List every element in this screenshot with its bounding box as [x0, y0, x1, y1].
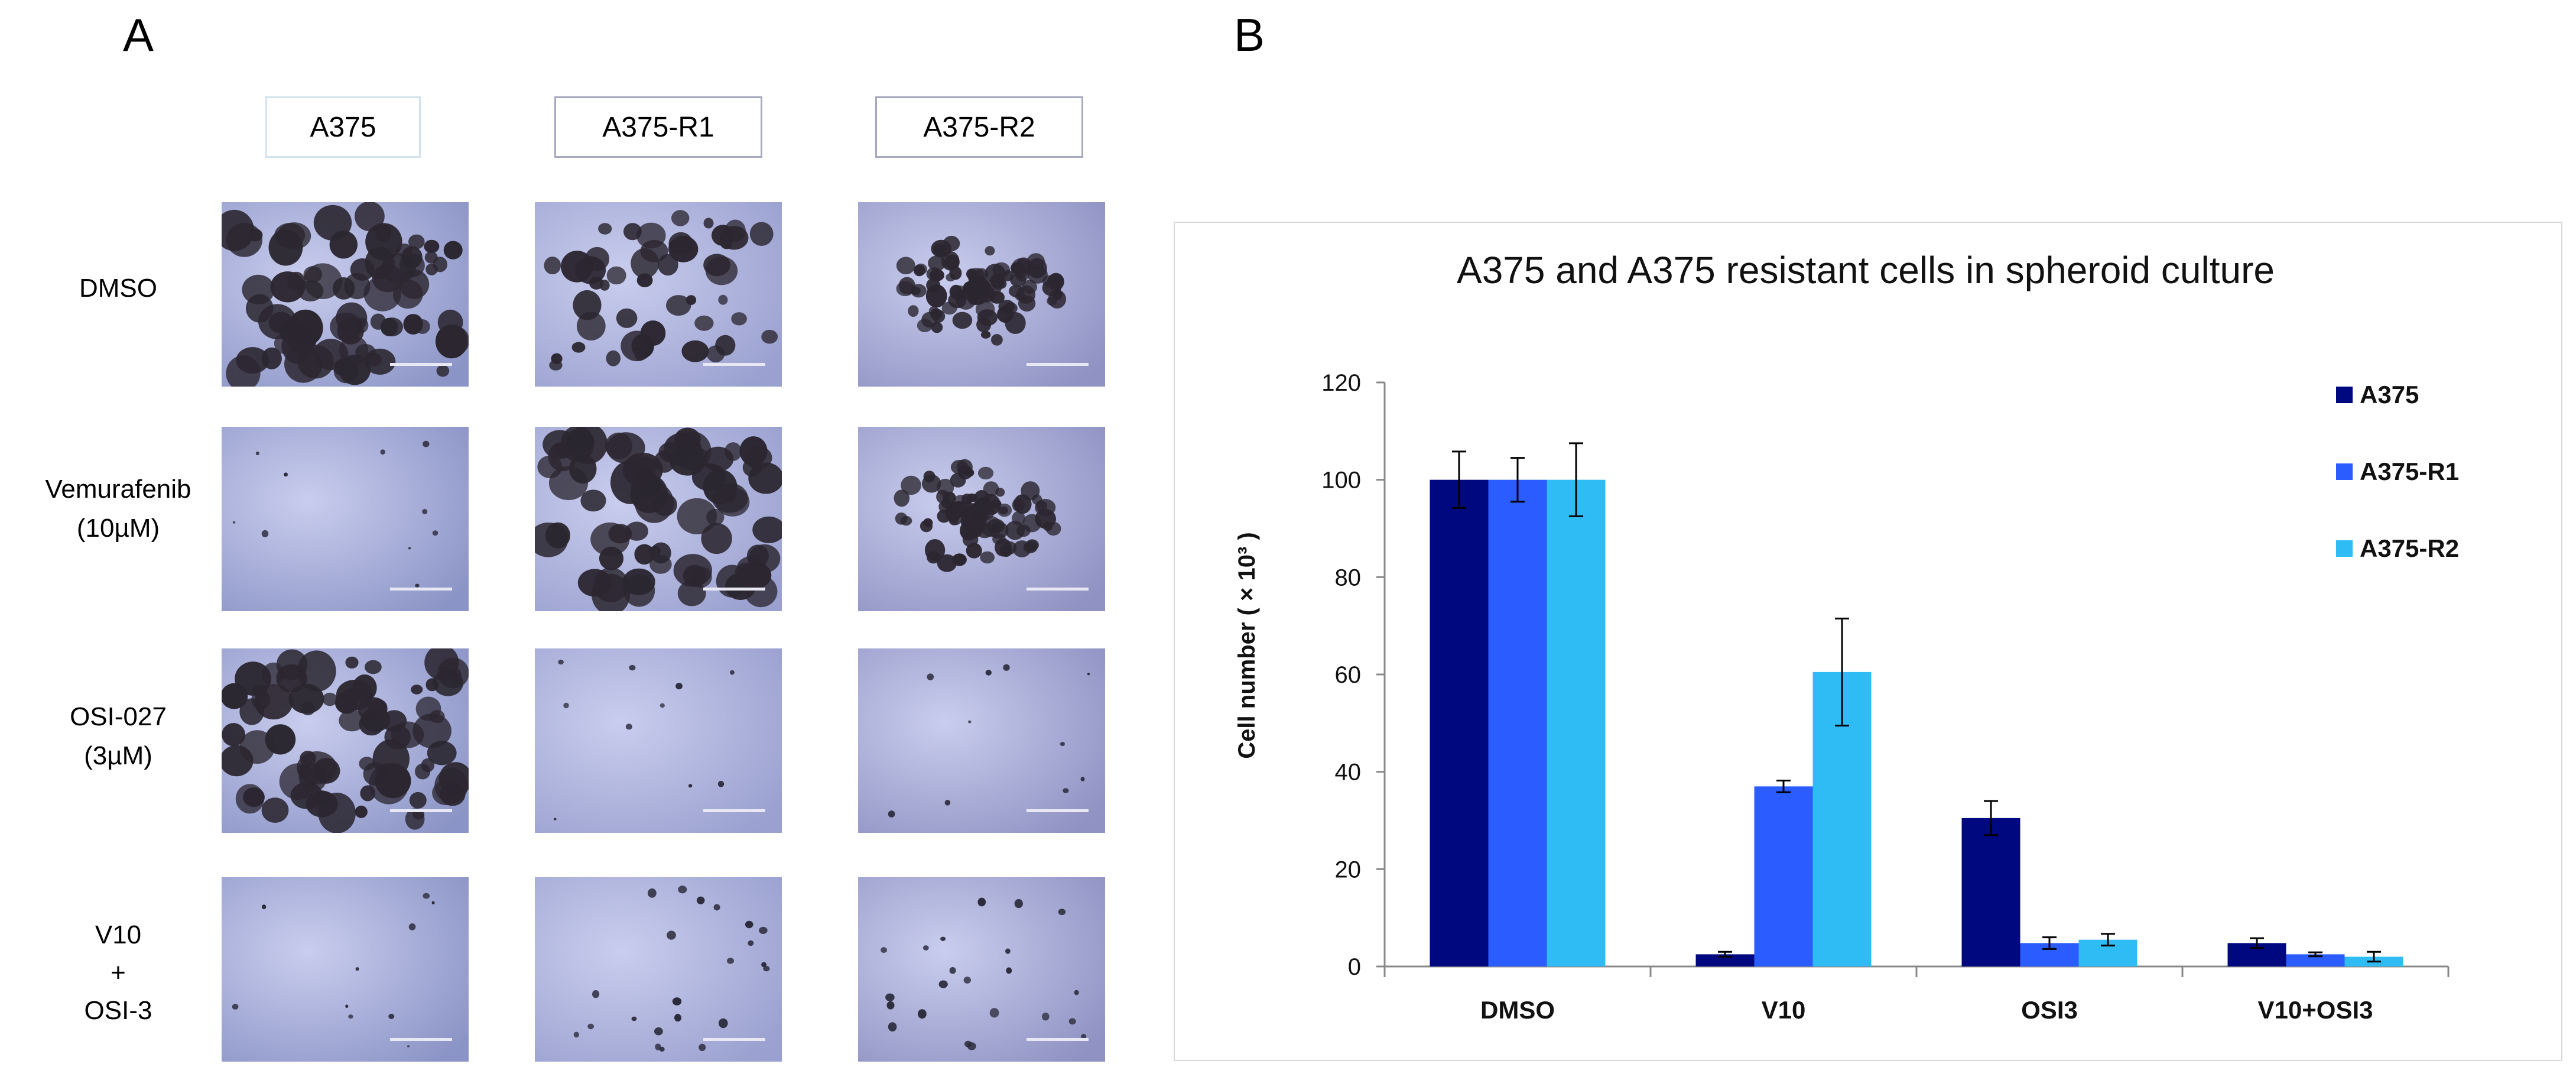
panel-b-letter: B: [1234, 9, 1265, 61]
x-tick-label: V10: [1762, 996, 1806, 1024]
x-tick-label: DMSO: [1480, 996, 1555, 1024]
row-label-v10-osi3: V10 + OSI-3: [0, 916, 236, 1030]
micrograph-image: [535, 202, 782, 387]
legend-swatch: [2336, 463, 2353, 480]
panel-a-letter: A: [123, 9, 154, 61]
legend-label: A375: [2360, 381, 2419, 408]
row-label-dmso: DMSO: [0, 269, 236, 308]
chart-title: A375 and A375 resistant cells in spheroi…: [1457, 249, 2275, 291]
legend-label: A375-R1: [2360, 458, 2459, 485]
row-label-vemurafenib: Vemurafenib (10µM): [0, 470, 236, 548]
y-tick-label: 80: [1335, 565, 1362, 591]
column-label-a375-r2: A375-R2: [875, 96, 1083, 158]
bar: [1547, 479, 1606, 966]
micrograph-image: [222, 877, 469, 1062]
legend-swatch: [2336, 540, 2353, 557]
y-tick-label: 0: [1348, 954, 1361, 980]
micrograph-image: [222, 648, 469, 833]
row-label-line: OSI-3: [84, 996, 152, 1025]
micrograph-image: [535, 427, 782, 611]
y-tick-label: 120: [1321, 370, 1361, 396]
chart-frame: A375 and A375 resistant cells in spheroi…: [1174, 222, 2562, 1061]
column-label-a375: A375: [265, 96, 421, 158]
y-tick-label: 60: [1335, 662, 1362, 688]
micrograph-image: [858, 877, 1105, 1062]
row-label-line: DMSO: [79, 274, 157, 303]
bar: [1430, 479, 1489, 966]
y-tick-label: 40: [1335, 760, 1362, 786]
micrograph-image: [535, 648, 782, 833]
row-label-line: OSI-027: [70, 702, 167, 731]
legend-swatch: [2336, 387, 2353, 403]
micrograph-image: [222, 202, 469, 387]
row-label-line: +: [111, 958, 126, 987]
micrograph-image: [535, 877, 782, 1062]
bar: [1695, 954, 1755, 966]
row-label-osi027: OSI-027 (3µM): [0, 698, 236, 776]
y-tick-label: 100: [1321, 468, 1361, 494]
x-tick-label: V10+OSI3: [2258, 996, 2373, 1024]
bar: [1961, 818, 2020, 966]
micrograph-image: [858, 648, 1105, 833]
x-tick-label: OSI3: [2021, 996, 2078, 1024]
row-label-line: V10: [95, 920, 142, 949]
column-label-a375-r1: A375-R1: [554, 96, 762, 158]
row-label-line: (10µM): [76, 514, 160, 543]
micrograph-image: [858, 427, 1105, 611]
row-label-line: Vemurafenib: [45, 475, 191, 504]
micrograph-image: [222, 427, 469, 611]
y-axis-label: Cell number ( × 10³ ): [1234, 532, 1260, 758]
bar-chart: A375 and A375 resistant cells in spheroi…: [1234, 249, 2459, 1024]
bar: [1488, 479, 1547, 966]
legend-label: A375-R2: [2360, 534, 2459, 562]
bar: [2286, 954, 2345, 966]
row-label-line: (3µM): [84, 741, 152, 770]
micrograph-image: [858, 202, 1105, 387]
bar: [1754, 786, 1813, 966]
y-tick-label: 20: [1335, 857, 1362, 883]
